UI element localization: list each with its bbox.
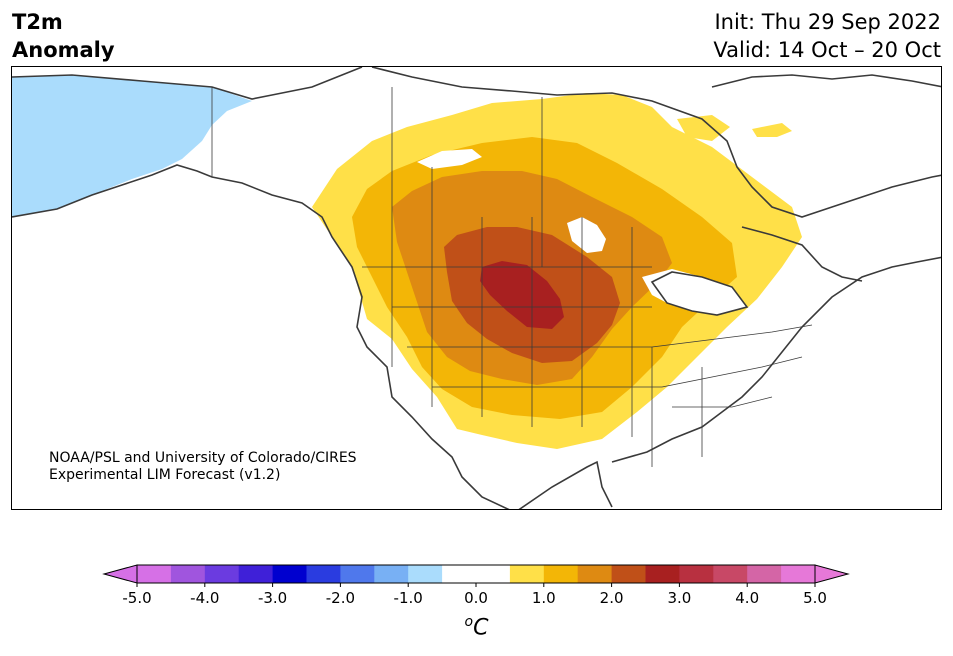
forecast-dates: Init: Thu 29 Sep 2022 Valid: 14 Oct – 20… [713,8,941,64]
colorbar-cell [408,565,443,583]
colorbar-cell [238,565,274,583]
colorbar-cell [272,565,307,583]
colorbar-tick-label: -4.0 [190,589,219,607]
colorbar-cell [509,565,545,583]
colorbar-tick-label: 1.0 [532,589,556,607]
colorbar-unit: oC [0,614,953,640]
colorbar-tick-label: 2.0 [600,589,624,607]
title-line-2: Anomaly [12,38,115,62]
colorbar-tick-label: -1.0 [394,589,423,607]
unit-base: C [473,615,489,641]
colorbar-cell [543,565,579,583]
unit-superscript: o [464,614,474,630]
credit-line-2: Experimental LIM Forecast (v1.2) [49,467,281,483]
great-lakes-hole [642,269,747,315]
warm-anomaly-2-5 [480,261,564,329]
colorbar-tick-label: 3.0 [667,589,691,607]
credit-text: NOAA/PSL and University of Colorado/CIRE… [49,450,357,484]
colorbar-ticks: -5.0 -4.0 -3.0 -2.0 -1.0 0.0 1.0 2.0 3.0 4.0 5.0 [122,583,827,607]
colorbar-tick-label: -2.0 [326,589,355,607]
colorbar-tick-label: -5.0 [122,589,151,607]
colorbar-cell [442,565,477,583]
colorbar-cell [713,565,748,583]
colorbar-cell [170,565,206,583]
cold-anomaly-region [12,75,252,217]
colorbar-cell [747,565,782,583]
arctic-island-region-2 [752,123,792,137]
map-canvas [12,67,941,509]
colorbar-cell [137,565,172,583]
anomaly-map [11,66,942,510]
colorbar-cell [476,565,511,583]
colorbar-cell [781,565,816,583]
colorbar-cell [679,565,714,583]
colorbar-tick-label: 5.0 [803,589,827,607]
colorbar-cell [374,565,409,583]
credit-line-1: NOAA/PSL and University of Colorado/CIRE… [49,450,357,466]
coastlines [12,67,941,509]
colorbar-tick-label: -3.0 [258,589,287,607]
colorbar-extend-high [814,564,850,584]
arctic-island-region [677,115,730,141]
colorbar: -5.0 -4.0 -3.0 -2.0 -1.0 0.0 1.0 2.0 3.0 4.0 5.0 [102,564,850,607]
map-title: T2m Anomaly [12,8,115,64]
colorbar-extend-low [102,564,138,584]
lake-winnipeg-hole [567,217,606,253]
init-date: Init: Thu 29 Sep 2022 [714,10,941,34]
colorbar-cell [645,565,680,583]
colorbar-cell [577,565,613,583]
valid-date: Valid: 14 Oct – 20 Oct [713,38,941,62]
title-line-1: T2m [12,10,63,34]
colorbar-cell [204,565,240,583]
political-borders [211,87,813,467]
colorbar-cell [340,565,375,583]
colorbar-cell [611,565,646,583]
lake-hudson-bay-hole [417,149,482,169]
colorbar-cell [306,565,341,583]
colorbar-tick-label: 0.0 [464,589,488,607]
colorbar-cells [137,565,816,583]
colorbar-tick-label: 4.0 [735,589,759,607]
